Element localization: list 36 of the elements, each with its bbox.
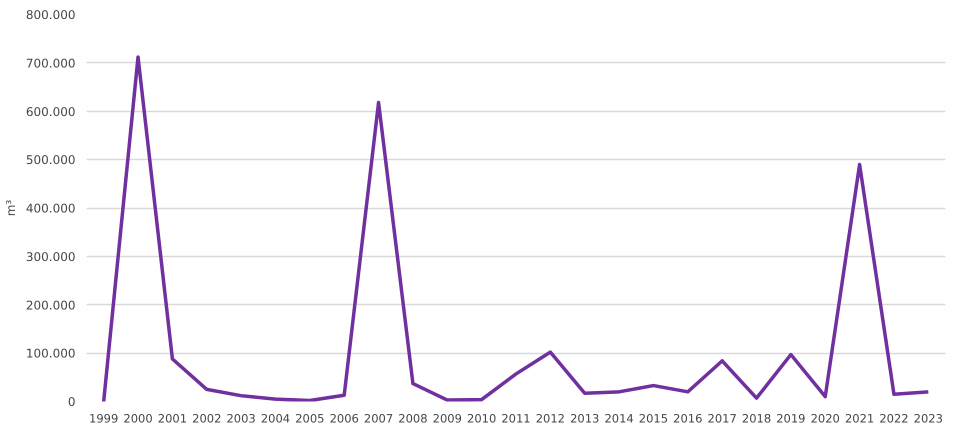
x-tick-label: 2004 bbox=[260, 412, 290, 426]
x-tick-label: 2017 bbox=[708, 412, 737, 426]
x-tick-label: 1999 bbox=[89, 412, 118, 426]
y-tick-label: 500.000 bbox=[26, 153, 76, 168]
x-tick-label: 2007 bbox=[364, 412, 394, 426]
y-tick-label: 600.000 bbox=[26, 104, 76, 119]
x-tick-label: 2008 bbox=[398, 412, 428, 426]
x-tick-label: 2014 bbox=[604, 412, 634, 426]
x-tick-label: 2022 bbox=[879, 412, 909, 426]
y-tick-label: 700.000 bbox=[26, 56, 76, 70]
y-tick-label: 100.000 bbox=[26, 346, 76, 361]
x-tick-label: 2011 bbox=[501, 412, 531, 426]
y-axis-title: m³ bbox=[4, 200, 18, 216]
x-tick-label: 2012 bbox=[536, 412, 566, 426]
y-tick-label: 400.000 bbox=[26, 202, 76, 216]
y-tick-label: 800.000 bbox=[26, 8, 76, 22]
x-tick-label: 2001 bbox=[158, 412, 188, 426]
x-tick-label: 2010 bbox=[467, 412, 496, 426]
y-tick-label: 200.000 bbox=[26, 298, 76, 312]
x-tick-label: 2019 bbox=[776, 412, 806, 426]
x-tick-label: 2000 bbox=[123, 412, 153, 426]
x-tick-label: 2018 bbox=[742, 412, 772, 426]
x-tick-label: 2021 bbox=[844, 412, 874, 426]
x-tick-label: 2006 bbox=[330, 412, 359, 426]
x-tick-label: 2016 bbox=[673, 412, 702, 426]
x-tick-label: 2005 bbox=[295, 412, 324, 426]
x-tick-label: 2015 bbox=[638, 412, 668, 426]
x-tick-label: 2013 bbox=[570, 412, 600, 426]
x-tick-label: 2023 bbox=[914, 412, 943, 426]
x-tick-label: 2002 bbox=[192, 412, 222, 426]
line-series bbox=[102, 55, 930, 402]
x-tick-label: 2003 bbox=[226, 412, 256, 426]
x-tick-label: 2020 bbox=[810, 412, 840, 426]
y-tick-label: 0 bbox=[68, 395, 76, 409]
x-tick-label: 2009 bbox=[432, 412, 462, 426]
y-tick-label: 300.000 bbox=[26, 250, 76, 264]
